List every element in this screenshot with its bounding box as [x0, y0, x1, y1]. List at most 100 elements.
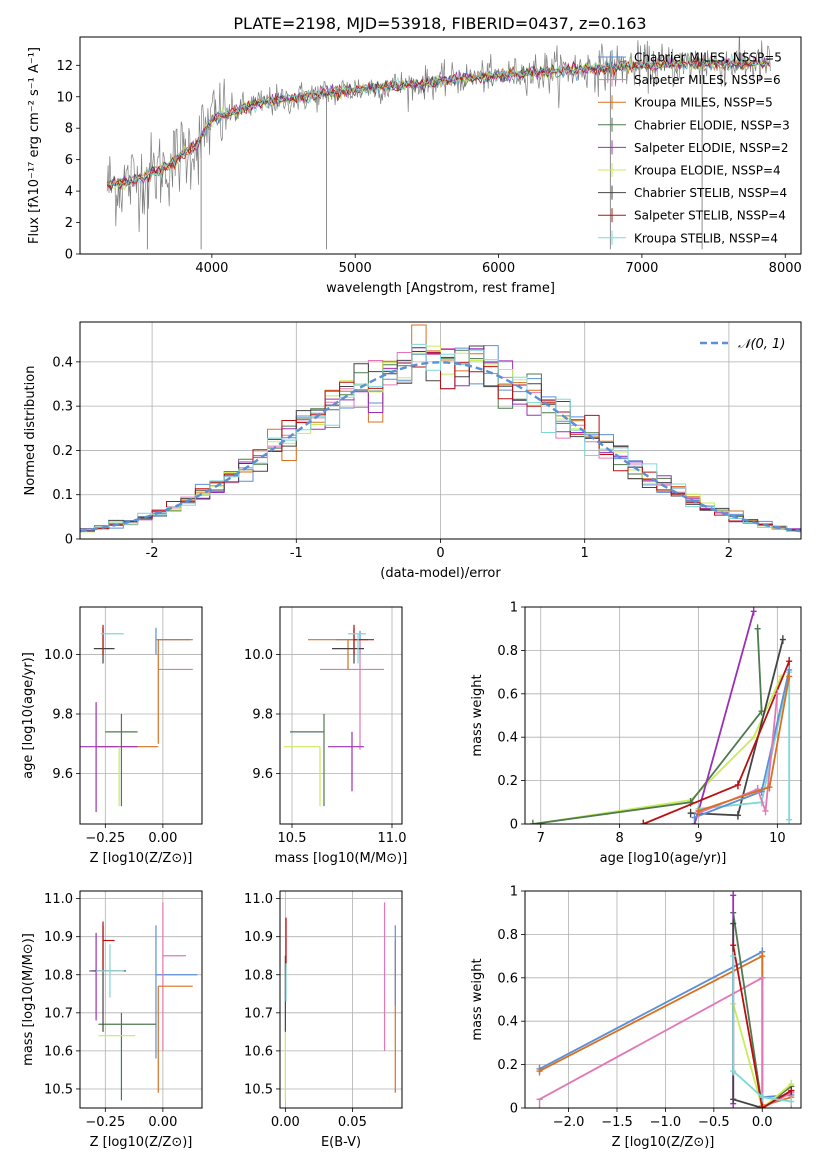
residual-histogram: [80, 343, 801, 533]
y-tick-label: 0.3: [52, 400, 73, 415]
y-tick-label: 11.0: [244, 892, 273, 907]
weight-line: [732, 912, 792, 1108]
y-tick-label: 4: [65, 185, 73, 200]
y-tick-label: 10.7: [44, 1006, 73, 1021]
x-tick-label: −0.5: [698, 1115, 730, 1130]
chart-residuals: -2 -1 0 1 2 0 0.1 0.2 0.3 0.4 (data-model)/error No…: [23, 321, 802, 581]
x-tick-label: 6000: [482, 261, 515, 276]
x-axis-label: Z [log10(Z/Z⊙)]: [612, 1135, 715, 1150]
plot-area: [284, 902, 396, 1101]
chart-weight-vs-age: 7 8 9 10 0 0.2 0.4 0.6 0.8 1 age [log10(age/yr)] ma…: [470, 601, 802, 866]
y-tick-label: 1: [510, 885, 518, 900]
x-axis-label: mass [log10(M/M⊙)]: [275, 851, 408, 866]
plot-area: [529, 607, 793, 824]
legend-label: Salpeter ELODIE, NSSP=2: [634, 141, 789, 155]
weight-line: [698, 671, 791, 820]
x-tick-label: −1.5: [601, 1115, 633, 1130]
legend-label: Kroupa ELODIE, NSSP=4: [634, 164, 781, 178]
gaussian-curve: [80, 361, 801, 533]
chart-weight-vs-Z: −2.0 −1.5 −1.0 −0.5 0.0 0 0.2 0.4 0.6 0.8 1 Z [log1…: [470, 885, 802, 1150]
y-tick-label: 1: [510, 601, 518, 616]
axes-frame: [79, 606, 203, 825]
weight-line: [539, 976, 792, 1108]
y-tick-label: 10.9: [44, 930, 73, 945]
y-tick-label: 0.8: [497, 644, 518, 659]
y-tick-label: 10.0: [244, 648, 273, 663]
x-tick-label: 11.0: [378, 831, 407, 846]
legend-label: 𝒩(0, 1): [738, 337, 785, 352]
y-tick-label: 10.5: [244, 1082, 273, 1097]
y-axis-label: Flux [fλ10⁻¹⁷ erg cm⁻² s⁻¹ A⁻¹]: [27, 47, 42, 244]
y-tick-label: 0.4: [497, 1015, 518, 1030]
y-tick-label: 10.0: [44, 648, 73, 663]
axes-frame: [279, 606, 403, 825]
y-tick-label: 9.6: [252, 767, 273, 782]
y-tick-label: 8: [65, 122, 73, 137]
y-tick-label: 0.6: [497, 687, 518, 702]
y-axis-label: mass [log10(M/M⊙)]: [21, 933, 36, 1066]
x-tick-label: -1: [290, 546, 303, 561]
x-tick-label: 5000: [339, 261, 372, 276]
y-tick-label: 10.7: [244, 1006, 273, 1021]
weight-line: [732, 956, 792, 1103]
y-axis-label: Normed distribution: [23, 366, 38, 496]
y-tick-label: 9.8: [52, 708, 73, 723]
x-tick-label: 10.5: [278, 831, 307, 846]
y-tick-label: 10.8: [44, 968, 73, 983]
plot-area: [536, 891, 795, 1108]
model-spectrum-line: [107, 53, 770, 188]
plot-area: [80, 624, 193, 813]
y-tick-label: 10.8: [244, 968, 273, 983]
legend-label: Salpeter MILES, NSSP=6: [634, 73, 781, 87]
y-tick-label: 9.6: [52, 767, 73, 782]
x-tick-label: 0.0: [752, 1115, 773, 1130]
chart-age-vs-Z: −0.25 0.00 9.6 9.8 10.0 Z [log10(Z/Z⊙)] age [l…: [21, 606, 203, 866]
chart-age-vs-mass: 10.5 11.0 9.6 9.8 10.0 mass [log10(M/M⊙)]: [244, 606, 408, 866]
plot-area: [89, 902, 198, 1101]
x-tick-label: 9: [694, 831, 702, 846]
x-tick-label: 2: [725, 546, 733, 561]
x-tick-label: 0.00: [148, 831, 177, 846]
x-tick-label: 7000: [625, 261, 658, 276]
axes-frame: [279, 890, 403, 1109]
y-axis-label: age [log10(age/yr)]: [21, 652, 36, 779]
y-tick-label: 11.0: [44, 892, 73, 907]
weight-line: [532, 628, 763, 824]
x-axis-label: age [log10(age/yr)]: [600, 851, 727, 866]
y-tick-label: 6: [65, 153, 73, 168]
x-tick-label: −0.25: [85, 831, 125, 846]
y-tick-label: 0.2: [52, 444, 73, 459]
legend-label: Kroupa STELIB, NSSP=4: [634, 231, 778, 245]
y-tick-label: 12: [56, 59, 73, 74]
axes-frame: [524, 606, 802, 825]
weight-line: [732, 945, 792, 1108]
x-tick-label: 0: [436, 546, 444, 561]
y-tick-label: 10.5: [44, 1082, 73, 1097]
x-tick-label: −0.25: [85, 1115, 125, 1130]
y-tick-label: 0: [510, 818, 518, 833]
y-tick-label: 10.6: [44, 1044, 73, 1059]
legend-label: Salpeter STELIB, NSSP=4: [634, 209, 786, 223]
axes-frame: [79, 890, 203, 1109]
y-tick-label: 0: [65, 248, 73, 263]
y-tick-label: 2: [65, 216, 73, 231]
y-tick-label: 10.9: [244, 930, 273, 945]
x-tick-label: 8000: [769, 261, 802, 276]
axes-frame: [79, 321, 802, 540]
x-axis-label: (data-model)/error: [380, 566, 501, 581]
x-tick-label: −1.0: [650, 1115, 682, 1130]
plot-area: [80, 324, 801, 534]
chart-mass-vs-Z: −0.25 0.00 10.5 10.6 10.7 10.8 10.9 11.0 Z [log1…: [21, 890, 203, 1150]
x-tick-label: 0.00: [148, 1115, 177, 1130]
legend-label: Chabrier MILES, NSSP=5: [634, 51, 782, 65]
weight-line: [732, 1003, 792, 1108]
y-tick-label: 0: [510, 1102, 518, 1117]
y-tick-label: 0.1: [52, 488, 73, 503]
x-tick-label: 0.00: [271, 1115, 300, 1130]
x-tick-label: 4000: [195, 261, 228, 276]
weight-line: [532, 676, 783, 824]
y-tick-label: 10.6: [244, 1044, 273, 1059]
y-tick-label: 0.8: [497, 928, 518, 943]
x-tick-label: 0.05: [338, 1115, 367, 1130]
chart-spectrum: 4000 5000 6000 7000 8000 0 2 4 6 8 10 12 wavelength …: [27, 36, 802, 296]
